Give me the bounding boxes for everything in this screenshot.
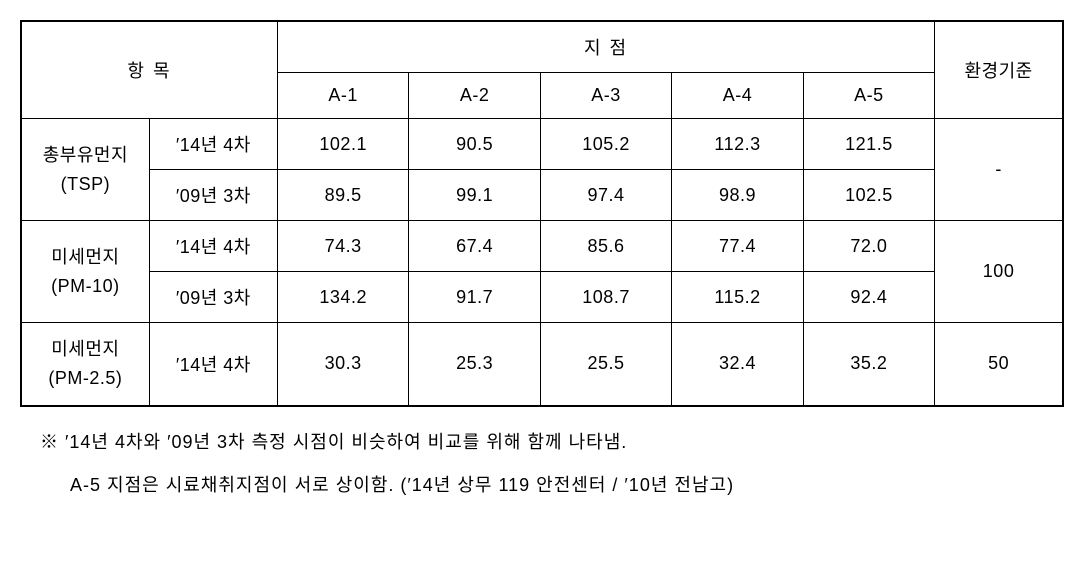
data-cell: 105.2: [540, 119, 671, 170]
data-cell: 134.2: [277, 272, 408, 323]
standard-pm25: 50: [935, 323, 1063, 406]
data-cell: 102.1: [277, 119, 408, 170]
data-cell: 115.2: [672, 272, 803, 323]
header-loc-a4: A-4: [672, 73, 803, 119]
period-label: ′14년 4차: [149, 323, 277, 406]
data-cell: 92.4: [803, 272, 934, 323]
data-cell: 30.3: [277, 323, 408, 406]
table-row: 총부유먼지 (TSP) ′14년 4차 102.1 90.5 105.2 112…: [21, 119, 1063, 170]
data-cell: 97.4: [540, 170, 671, 221]
data-cell: 85.6: [540, 221, 671, 272]
category-pm10: 미세먼지 (PM-10): [21, 221, 149, 323]
data-cell: 90.5: [409, 119, 540, 170]
category-pm25-line1: 미세먼지: [51, 339, 119, 359]
data-cell: 91.7: [409, 272, 540, 323]
data-cell: 121.5: [803, 119, 934, 170]
header-loc-a3: A-3: [540, 73, 671, 119]
header-loc-a5: A-5: [803, 73, 934, 119]
period-label: ′14년 4차: [149, 119, 277, 170]
header-loc-a2: A-2: [409, 73, 540, 119]
table-row: ′09년 3차 134.2 91.7 108.7 115.2 92.4: [21, 272, 1063, 323]
data-cell: 102.5: [803, 170, 934, 221]
data-cell: 25.5: [540, 323, 671, 406]
data-cell: 67.4: [409, 221, 540, 272]
measurement-table: 항 목 지 점 환경기준 A-1 A-2 A-3 A-4 A-5 총부유먼지 (…: [20, 20, 1064, 407]
category-tsp: 총부유먼지 (TSP): [21, 119, 149, 221]
header-loc-a1: A-1: [277, 73, 408, 119]
note-line-2: A-5 지점은 시료채취지점이 서로 상이함. (′14년 상무 119 안전센…: [40, 466, 1064, 506]
category-tsp-line2: (TSP): [61, 174, 111, 194]
data-cell: 77.4: [672, 221, 803, 272]
period-label: ′09년 3차: [149, 170, 277, 221]
category-pm25-line2: (PM-2.5): [48, 368, 122, 388]
data-cell: 98.9: [672, 170, 803, 221]
table-row: ′09년 3차 89.5 99.1 97.4 98.9 102.5: [21, 170, 1063, 221]
data-cell: 99.1: [409, 170, 540, 221]
notes-section: ※ ′14년 4차와 ′09년 3차 측정 시점이 비슷하여 비교를 위해 함께…: [20, 423, 1064, 506]
data-cell: 108.7: [540, 272, 671, 323]
header-standard: 환경기준: [935, 21, 1063, 119]
table-row: 미세먼지 (PM-10) ′14년 4차 74.3 67.4 85.6 77.4…: [21, 221, 1063, 272]
header-category: 항 목: [21, 21, 277, 119]
table-row: 미세먼지 (PM-2.5) ′14년 4차 30.3 25.3 25.5 32.…: [21, 323, 1063, 406]
note-line-1: ※ ′14년 4차와 ′09년 3차 측정 시점이 비슷하여 비교를 위해 함께…: [40, 423, 1064, 463]
data-cell: 89.5: [277, 170, 408, 221]
data-cell: 35.2: [803, 323, 934, 406]
standard-pm10: 100: [935, 221, 1063, 323]
category-pm10-line1: 미세먼지: [51, 247, 119, 267]
data-cell: 74.3: [277, 221, 408, 272]
period-label: ′14년 4차: [149, 221, 277, 272]
data-cell: 72.0: [803, 221, 934, 272]
category-pm25: 미세먼지 (PM-2.5): [21, 323, 149, 406]
category-tsp-line1: 총부유먼지: [43, 145, 128, 165]
data-cell: 112.3: [672, 119, 803, 170]
data-cell: 32.4: [672, 323, 803, 406]
standard-tsp: -: [935, 119, 1063, 221]
header-location: 지 점: [277, 21, 934, 73]
data-cell: 25.3: [409, 323, 540, 406]
period-label: ′09년 3차: [149, 272, 277, 323]
category-pm10-line2: (PM-10): [51, 276, 120, 296]
